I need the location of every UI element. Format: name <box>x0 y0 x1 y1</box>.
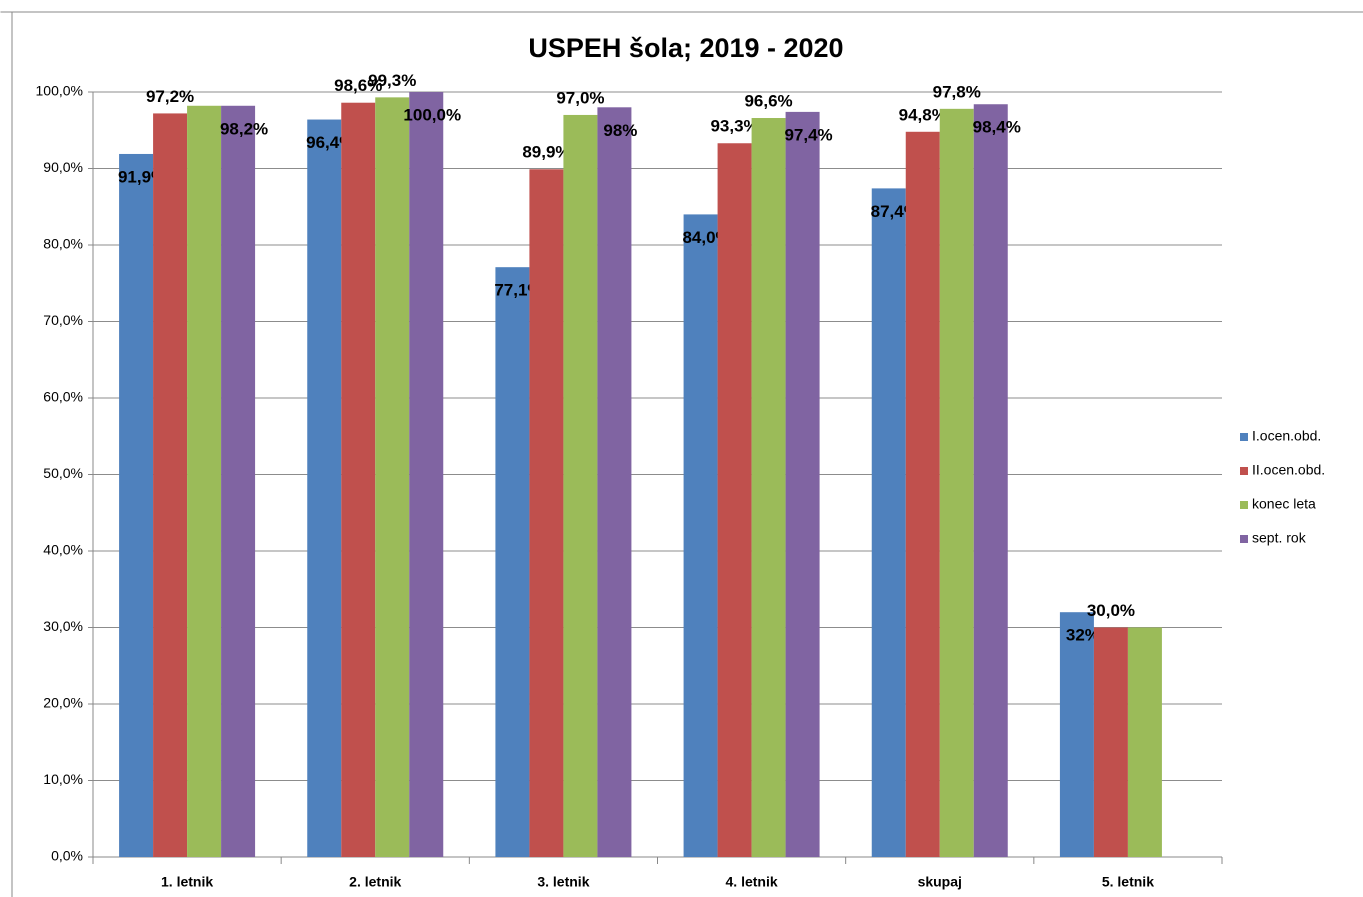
y-tick-label: 60,0% <box>43 389 83 405</box>
data-label: 97,4% <box>784 125 832 144</box>
legend-label: I.ocen.obd. <box>1252 428 1321 444</box>
bar <box>307 119 342 858</box>
x-tick-label: 5. letnik <box>1102 874 1154 890</box>
chart-title: USPEH šola; 2019 - 2020 <box>528 33 843 63</box>
legend-swatch <box>1240 501 1248 509</box>
data-label: 96,6% <box>744 91 792 110</box>
data-label: 97,8% <box>933 82 981 101</box>
bar <box>597 107 632 858</box>
x-tick-label: 3. letnik <box>537 874 589 890</box>
data-label: 30,0% <box>1087 601 1135 620</box>
bar <box>375 97 410 858</box>
y-tick-label: 30,0% <box>43 618 83 634</box>
legend-label: konec leta <box>1252 496 1316 512</box>
data-label: 93,3% <box>710 117 758 136</box>
bar <box>153 113 188 858</box>
legend-swatch <box>1240 535 1248 543</box>
bar <box>341 102 376 857</box>
data-label: 94,8% <box>899 105 947 124</box>
bar <box>409 92 444 857</box>
x-tick-label: 2. letnik <box>349 874 401 890</box>
y-tick-label: 50,0% <box>43 465 83 481</box>
bar <box>119 153 154 858</box>
data-label: 98,6% <box>334 76 382 95</box>
bar <box>1059 612 1094 857</box>
y-tick-label: 80,0% <box>43 236 83 252</box>
bar <box>1093 627 1128 857</box>
bar <box>905 131 940 857</box>
bar <box>717 143 752 857</box>
data-label: 98,2% <box>220 119 268 138</box>
y-tick-label: 100,0% <box>36 83 83 99</box>
bar <box>1127 627 1162 857</box>
y-tick-label: 10,0% <box>43 771 83 787</box>
bar <box>529 169 564 857</box>
data-label: 32% <box>1066 626 1100 645</box>
legend-swatch <box>1240 433 1248 441</box>
legend-label: II.ocen.obd. <box>1252 462 1325 478</box>
bar <box>563 114 598 857</box>
data-label: 97,0% <box>556 88 604 107</box>
data-label: 98% <box>603 121 637 140</box>
y-tick-label: 70,0% <box>43 312 83 328</box>
data-label: 89,9% <box>522 143 570 162</box>
data-label: 97,2% <box>146 87 194 106</box>
x-tick-label: skupaj <box>918 874 962 890</box>
bar <box>187 105 222 857</box>
bar <box>751 118 786 857</box>
bar <box>973 104 1008 858</box>
data-label: 99,3% <box>368 71 416 90</box>
y-tick-label: 90,0% <box>43 159 83 175</box>
y-tick-label: 20,0% <box>43 695 83 711</box>
data-label: 98,4% <box>973 118 1021 137</box>
x-tick-label: 4. letnik <box>726 874 778 890</box>
legend-label: sept. rok <box>1252 530 1307 546</box>
legend-swatch <box>1240 467 1248 475</box>
bar <box>939 108 974 857</box>
bar <box>871 188 906 857</box>
data-label: 100,0% <box>403 105 461 124</box>
bar <box>495 267 530 857</box>
y-tick-label: 40,0% <box>43 542 83 558</box>
x-tick-label: 1. letnik <box>161 874 213 890</box>
bar <box>683 214 718 857</box>
y-tick-label: 0,0% <box>51 848 83 864</box>
bar <box>221 105 256 857</box>
bar <box>785 111 820 857</box>
